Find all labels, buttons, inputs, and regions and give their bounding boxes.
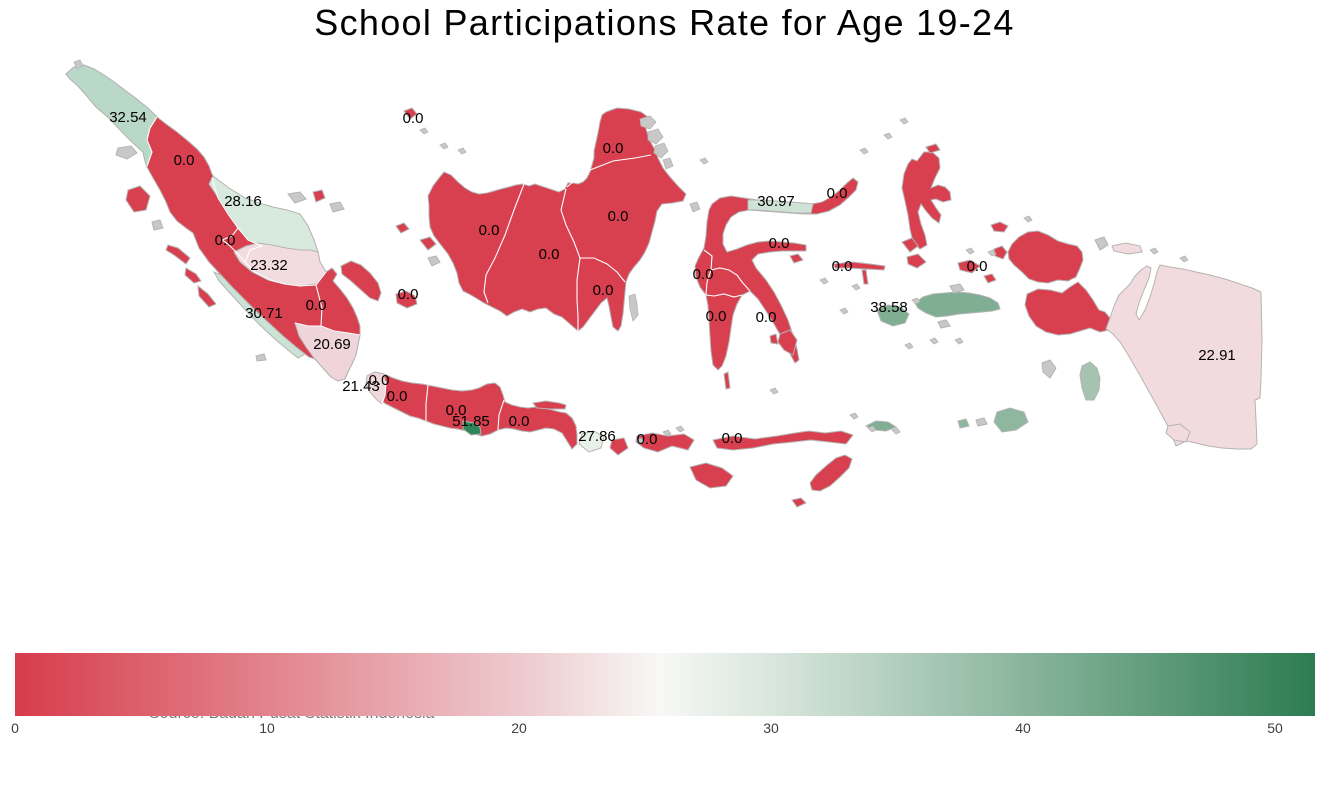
svg-text:32.54: 32.54 [109, 109, 147, 126]
svg-text:0.0: 0.0 [398, 286, 419, 303]
svg-text:0.0: 0.0 [967, 258, 988, 275]
svg-text:51.85: 51.85 [452, 413, 490, 430]
svg-text:0.0: 0.0 [479, 222, 500, 239]
svg-text:0.0: 0.0 [706, 308, 727, 325]
svg-text:0.0: 0.0 [637, 431, 658, 448]
svg-text:0.0: 0.0 [387, 388, 408, 405]
svg-text:0.0: 0.0 [832, 258, 853, 275]
svg-text:0.0: 0.0 [827, 185, 848, 202]
svg-text:0.0: 0.0 [403, 110, 424, 127]
svg-text:0.0: 0.0 [756, 309, 777, 326]
svg-text:0.0: 0.0 [593, 282, 614, 299]
svg-text:30.97: 30.97 [757, 193, 795, 210]
svg-text:38.58: 38.58 [870, 299, 908, 316]
svg-text:27.86: 27.86 [578, 428, 616, 445]
svg-text:20.69: 20.69 [313, 336, 351, 353]
svg-text:0.0: 0.0 [769, 235, 790, 252]
svg-text:0.0: 0.0 [446, 402, 467, 419]
svg-text:0.0: 0.0 [693, 266, 714, 283]
svg-text:0.0: 0.0 [174, 152, 195, 169]
svg-text:28.16: 28.16 [224, 193, 262, 210]
svg-text:21.43: 21.43 [342, 378, 380, 395]
svg-text:0.0: 0.0 [603, 140, 624, 157]
svg-text:0.0: 0.0 [369, 372, 390, 389]
svg-text:22.91: 22.91 [1198, 347, 1236, 364]
svg-text:0.0: 0.0 [306, 297, 327, 314]
svg-text:0.0: 0.0 [722, 430, 743, 447]
svg-text:0.0: 0.0 [215, 232, 236, 249]
svg-text:30.71: 30.71 [245, 305, 283, 322]
svg-text:23.32: 23.32 [250, 257, 288, 274]
svg-text:0.0: 0.0 [509, 413, 530, 430]
svg-text:0.0: 0.0 [608, 208, 629, 225]
svg-text:0.0: 0.0 [539, 246, 560, 263]
